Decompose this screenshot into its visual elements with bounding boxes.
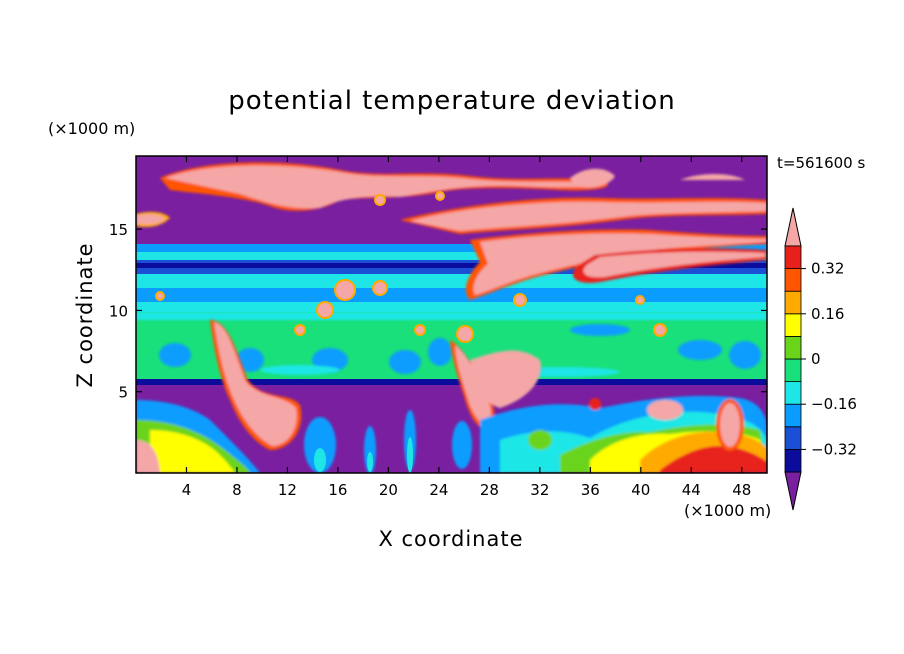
colorbar-segment bbox=[784, 335, 802, 360]
colorbar-extend-max bbox=[784, 207, 802, 247]
layer-band-cyan bbox=[136, 252, 767, 260]
colorbar-segment bbox=[784, 245, 802, 270]
plot-frame bbox=[135, 155, 768, 474]
layer-band-cyan-mid bbox=[136, 274, 767, 288]
colorbar-segment bbox=[784, 268, 802, 292]
colorbar-segment bbox=[784, 381, 802, 405]
upper-streaks bbox=[136, 162, 767, 300]
layer-band-blue-mid bbox=[136, 288, 767, 302]
chart-title: potential temperature deviation bbox=[228, 86, 676, 116]
colorbar-segment bbox=[784, 358, 802, 383]
contour-field bbox=[136, 156, 767, 473]
y-tick-label: 15 bbox=[109, 221, 128, 239]
x-tick-label: 36 bbox=[581, 481, 600, 499]
colorbar-segment bbox=[784, 290, 802, 315]
x-axis-unit: (×1000 m) bbox=[684, 501, 772, 520]
low-level-plumes bbox=[136, 320, 767, 473]
y-tick-label: 10 bbox=[109, 302, 128, 320]
layer-band-navy bbox=[136, 263, 767, 268]
colorbar: 0.32 0.16 0 −0.16 −0.32 bbox=[784, 207, 857, 511]
colorbar-segment bbox=[784, 448, 802, 473]
colorbar-extend-min bbox=[784, 471, 802, 511]
colorbar-tick-label: −0.32 bbox=[811, 440, 857, 458]
layer-band-cyan-top bbox=[136, 244, 767, 252]
y-tick-label: 5 bbox=[118, 384, 128, 402]
colorbar-tick-label: 0 bbox=[811, 350, 821, 368]
colorbar-tick-label: 0.32 bbox=[811, 260, 844, 278]
layer-band-cyan-low bbox=[136, 302, 767, 312]
x-axis-label: X coordinate bbox=[378, 527, 524, 551]
x-tick-label: 12 bbox=[278, 481, 297, 499]
colorbar-tick-label: −0.16 bbox=[811, 395, 857, 413]
time-label: t=561600 s bbox=[777, 154, 866, 172]
x-tick-label: 16 bbox=[328, 481, 347, 499]
x-ticks: 4 8 12 16 20 24 28 32 36 40 44 48 bbox=[182, 156, 751, 499]
x-tick-label: 44 bbox=[682, 481, 701, 499]
colorbar-segment bbox=[784, 313, 802, 337]
x-tick-label: 28 bbox=[480, 481, 499, 499]
y-axis-unit: (×1000 m) bbox=[48, 119, 136, 138]
colorbar-segment bbox=[784, 403, 802, 428]
layer-boundary-navy bbox=[136, 379, 767, 385]
x-tick-label: 8 bbox=[232, 481, 242, 499]
x-tick-label: 24 bbox=[429, 481, 448, 499]
x-tick-label: 40 bbox=[631, 481, 650, 499]
colorbar-segment bbox=[784, 426, 802, 450]
colorbar-tick-label: 0.16 bbox=[811, 305, 844, 323]
y-ticks: 5 10 15 bbox=[109, 221, 767, 402]
x-tick-label: 4 bbox=[182, 481, 192, 499]
x-tick-label: 32 bbox=[530, 481, 549, 499]
x-tick-label: 48 bbox=[732, 481, 751, 499]
x-tick-label: 20 bbox=[379, 481, 398, 499]
